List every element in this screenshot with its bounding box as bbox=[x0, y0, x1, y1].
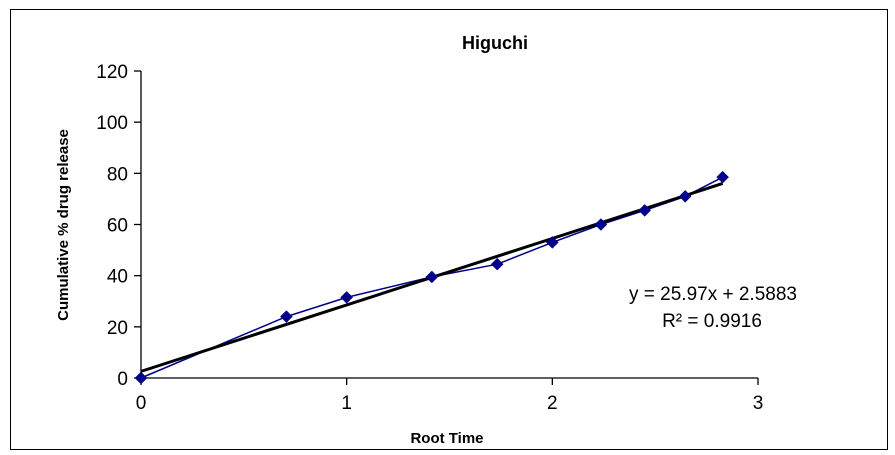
y-axis-title: Cumulative % drug release bbox=[55, 129, 72, 321]
y-tick-label: 100 bbox=[96, 113, 128, 134]
y-tick-label: 0 bbox=[117, 369, 128, 390]
x-tick-label: 2 bbox=[547, 393, 558, 414]
data-point bbox=[425, 270, 439, 284]
y-tick-label: 120 bbox=[96, 62, 128, 83]
data-point bbox=[280, 310, 293, 323]
y-tick-label: 60 bbox=[107, 216, 128, 237]
x-tick-label: 3 bbox=[753, 393, 764, 414]
y-tick-label: 40 bbox=[107, 267, 128, 288]
data-point bbox=[678, 190, 692, 203]
data-point bbox=[134, 371, 148, 385]
x-tick-label: 1 bbox=[341, 393, 352, 414]
trendline-r2: R² = 0.9916 bbox=[662, 311, 762, 332]
x-tick-label: 0 bbox=[136, 393, 147, 414]
x-axis-title: Root Time bbox=[410, 430, 483, 447]
data-point bbox=[545, 236, 559, 249]
data-point bbox=[340, 291, 354, 304]
y-tick-label: 20 bbox=[107, 318, 128, 339]
trendline-equation: y = 25.97x + 2.5883 bbox=[629, 284, 797, 305]
chart-title: Higuchi bbox=[462, 33, 528, 53]
data-point bbox=[594, 218, 608, 231]
chart-frame bbox=[10, 9, 888, 450]
data-point bbox=[490, 257, 504, 271]
data-point bbox=[638, 204, 652, 217]
y-tick-label: 80 bbox=[107, 164, 128, 185]
data-point bbox=[716, 170, 729, 184]
